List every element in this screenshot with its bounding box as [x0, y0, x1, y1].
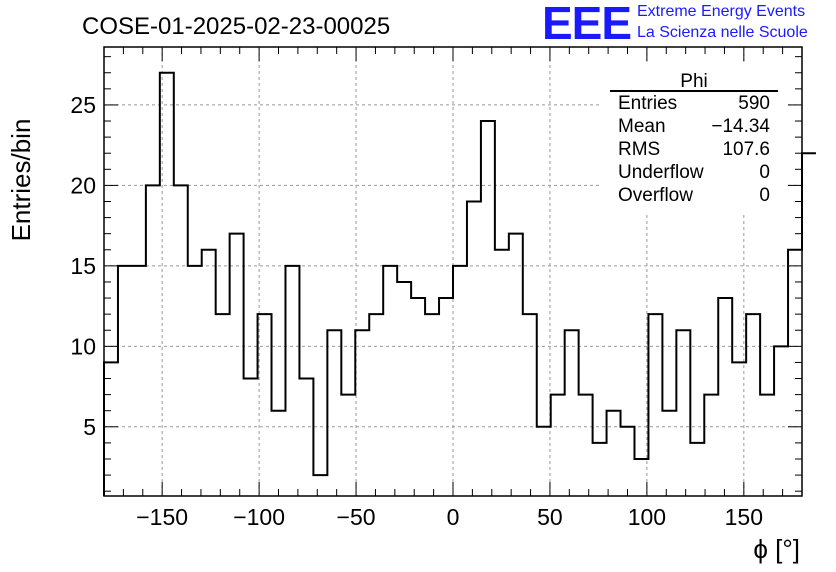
stats-row-label: Mean: [618, 116, 666, 137]
stats-row-value: 590: [738, 93, 770, 114]
chart-title: COSE-01-2025-02-23-00025: [82, 13, 390, 40]
stats-box-background: [602, 64, 788, 212]
stats-rows: Entries 590 Mean −14.34 RMS 107.6 Underflow 0 Ov…: [618, 93, 770, 206]
y-tick-label: 5: [83, 414, 96, 440]
stats-row-label: RMS: [618, 139, 660, 160]
stats-row-label: Entries: [618, 93, 677, 114]
y-tick-label: 10: [70, 333, 96, 359]
y-axis-label: Entries/bin: [6, 119, 36, 242]
eee-logo-line1: Extreme Energy Events: [637, 3, 806, 20]
x-tick-label: 100: [628, 504, 666, 530]
y-tick-label: 20: [70, 172, 96, 198]
histogram-series: [103, 71, 816, 496]
y-tick-labels: 5 10 15 20 25: [70, 92, 96, 440]
stats-row-value: 107.6: [722, 139, 770, 160]
stats-box: Phi Entries 590 Mean −14.34 RMS 107.6 Underflo…: [602, 64, 788, 212]
y-tick-label: 15: [70, 253, 96, 279]
x-tick-label: −100: [233, 504, 285, 530]
y-tick-label: 25: [70, 92, 96, 118]
stats-row-value: 0: [759, 185, 770, 206]
x-tick-label: −50: [337, 504, 376, 530]
eee-logo-line2: La Scienza nelle Scuole: [637, 24, 808, 41]
x-tick-labels: −150 −100 −50 0 50 100 150: [136, 504, 763, 530]
x-tick-label: −150: [136, 504, 188, 530]
axis-ticks: [104, 47, 803, 496]
x-axis-label: ϕ [°]: [753, 534, 800, 564]
stats-row-value: 0: [759, 162, 770, 183]
x-tick-label: 150: [725, 504, 763, 530]
stats-row-label: Underflow: [618, 162, 704, 183]
eee-logo: EEE: [542, 0, 632, 49]
x-tick-label: 50: [537, 504, 563, 530]
stats-row-value: −14.34: [711, 116, 770, 137]
stats-row-label: Overflow: [618, 185, 693, 206]
stats-title: Phi: [680, 71, 707, 92]
x-tick-label: 0: [447, 504, 460, 530]
